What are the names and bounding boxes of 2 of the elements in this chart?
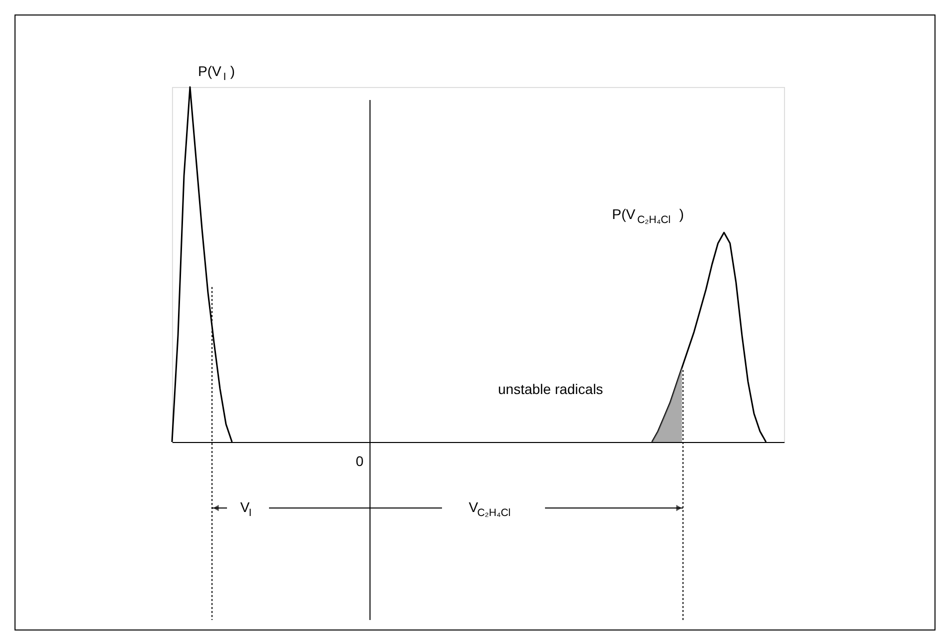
text: 0 bbox=[356, 453, 364, 469]
annotation: unstable radicals bbox=[498, 381, 604, 397]
